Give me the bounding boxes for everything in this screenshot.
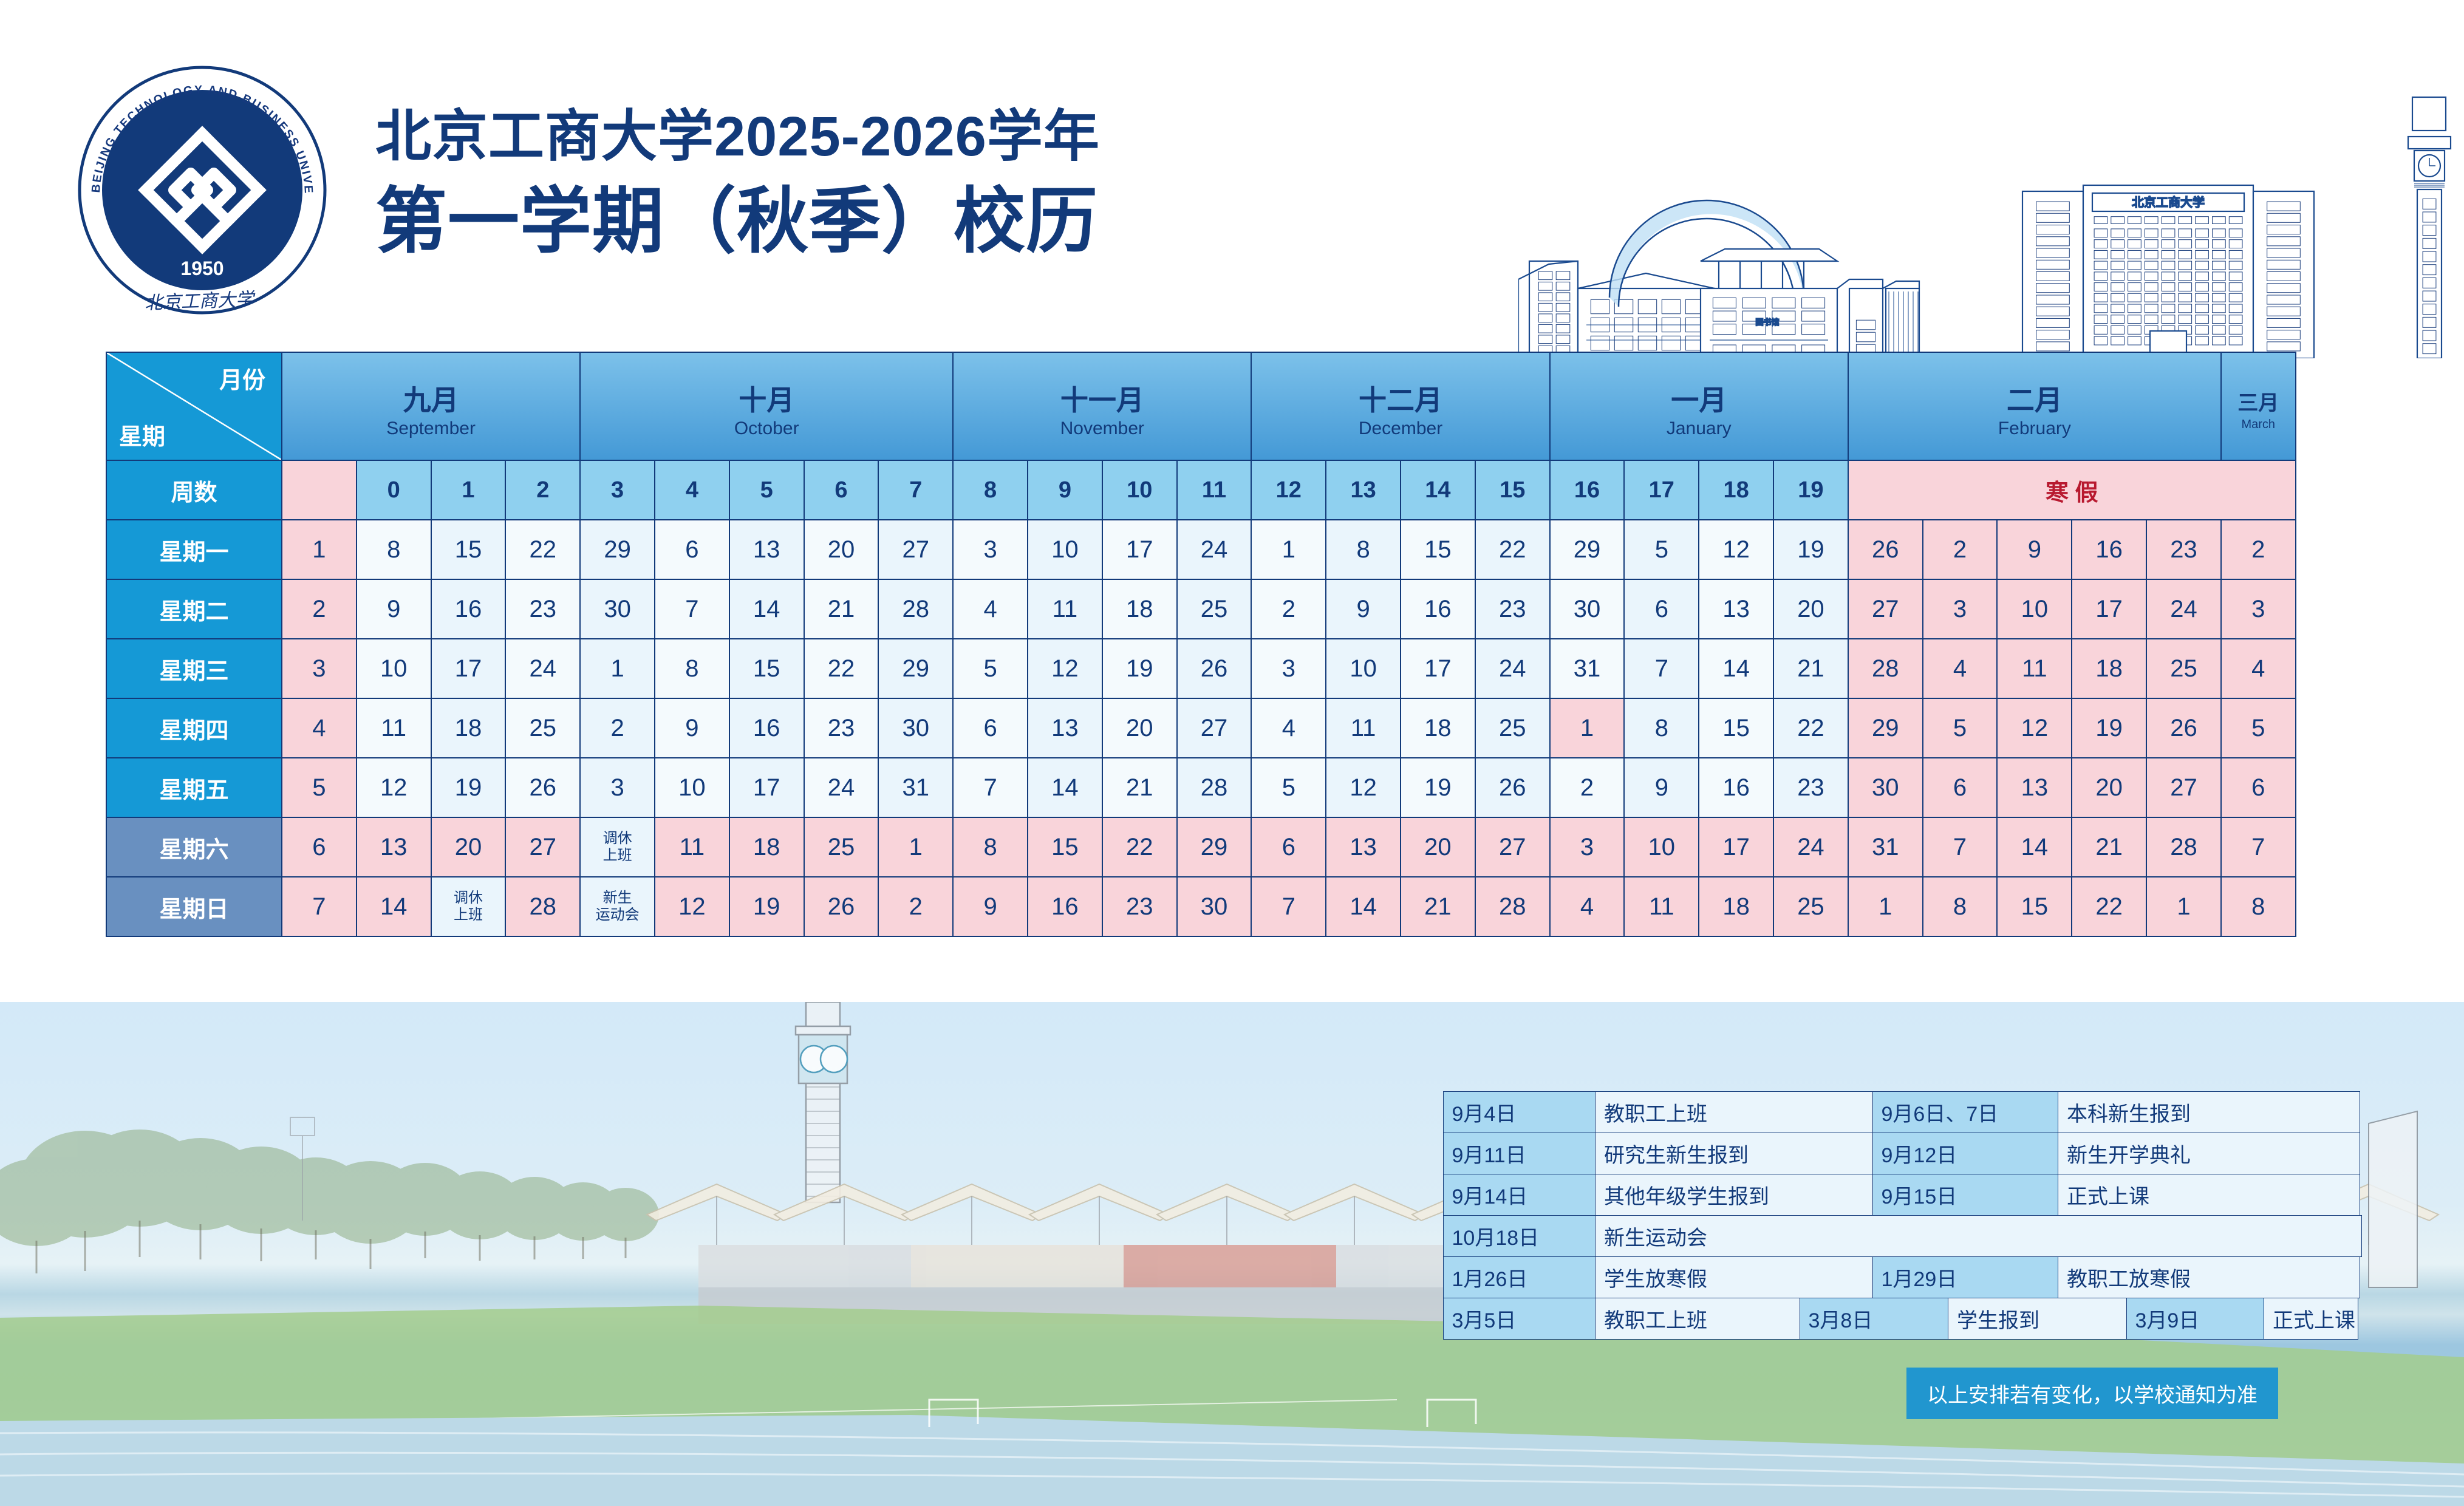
svg-text:图书馆: 图书馆 — [1755, 318, 1779, 327]
svg-text:北京工商大学: 北京工商大学 — [2132, 196, 2205, 210]
svg-text:1950: 1950 — [180, 257, 224, 279]
svg-text:北京工商大学: 北京工商大学 — [144, 290, 256, 313]
